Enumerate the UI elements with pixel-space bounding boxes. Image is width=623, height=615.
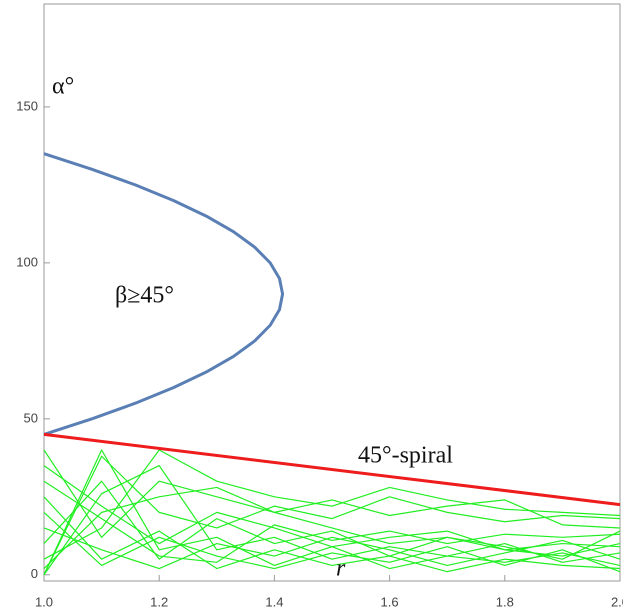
- x-tick-label: 1.6: [381, 594, 399, 609]
- annotation: 45°-spiral: [358, 443, 453, 469]
- y-tick-label: 100: [16, 254, 38, 269]
- sample-line: [43, 480, 621, 563]
- sample-line: [43, 465, 621, 576]
- plot-frame: [43, 3, 621, 582]
- sample-line: [43, 496, 621, 573]
- x-tick-label: 1.4: [265, 594, 283, 609]
- x-tick-label: 1.0: [35, 594, 53, 609]
- sample-line: [43, 527, 621, 570]
- x-tick-label: 1.2: [150, 594, 168, 609]
- annotation: α°: [52, 74, 74, 100]
- sample-line: [43, 449, 621, 551]
- sample-line: [43, 480, 621, 560]
- sample-line: [43, 465, 621, 557]
- sample-line: [43, 511, 621, 573]
- y-tick-label: 50: [24, 410, 38, 425]
- annotation: r: [336, 556, 346, 582]
- x-tick-label: 2.0: [611, 594, 623, 609]
- y-tick-label: 150: [16, 98, 38, 113]
- x-tick-label: 1.8: [496, 594, 514, 609]
- y-tick-label: 0: [31, 566, 38, 581]
- sample-line: [43, 486, 621, 569]
- spiral-line: [43, 432, 621, 507]
- sample-line: [43, 449, 621, 560]
- sample-line: [43, 455, 621, 576]
- boundary-curve: [43, 152, 285, 436]
- annotation: β≥45°: [115, 283, 174, 309]
